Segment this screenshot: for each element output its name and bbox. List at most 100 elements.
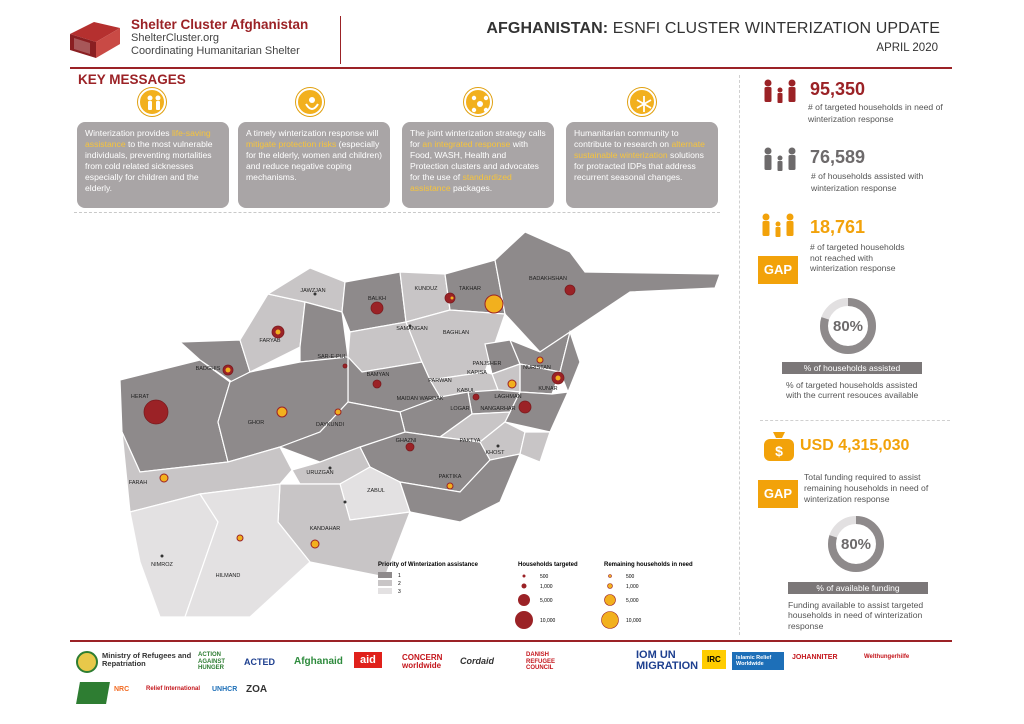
org-website[interactable]: ShelterCluster.org bbox=[131, 32, 220, 44]
legend-priority-title: Priority of Winterization assistance bbox=[378, 562, 479, 568]
key-messages-divider bbox=[74, 212, 720, 213]
family-icon-red bbox=[764, 79, 796, 103]
label-badghis: BADGHIS bbox=[196, 366, 221, 372]
label-kunduz: KUNDUZ bbox=[415, 286, 439, 292]
label-bamyan: BAMYAN bbox=[367, 372, 390, 378]
label-balkh: BALKH bbox=[368, 296, 386, 302]
label-kabul: KABUL bbox=[457, 388, 475, 394]
label-uruzgan: URUZGAN bbox=[306, 470, 333, 476]
svg-text:10,000: 10,000 bbox=[540, 618, 556, 624]
label-logar: LOGAR bbox=[450, 406, 469, 412]
label-nimroz: NIMROZ bbox=[151, 562, 173, 568]
province-kunar bbox=[559, 329, 581, 394]
label-badakhshan: BADAKHSHAN bbox=[529, 276, 567, 282]
org-name: Shelter Cluster Afghanistan bbox=[131, 17, 309, 32]
people-icon bbox=[138, 88, 166, 116]
label-herat: HERAT bbox=[131, 394, 150, 400]
svg-text:3: 3 bbox=[398, 589, 401, 595]
province-badakhshan bbox=[494, 231, 721, 353]
legend-targeted-title: Households targeted bbox=[518, 562, 578, 568]
partner-emblem-icon bbox=[76, 651, 98, 673]
funding-required-value: USD 4,315,030 bbox=[800, 437, 910, 454]
svg-text:500: 500 bbox=[626, 574, 635, 580]
label-takhar: TAKHAR bbox=[459, 286, 481, 292]
funding-required-desc: Total funding required to assist remaini… bbox=[804, 472, 929, 505]
key-message-4: Humanitarian community to contribute to … bbox=[566, 122, 718, 208]
svg-text:5,000: 5,000 bbox=[626, 598, 639, 604]
assisted-households-desc: # of households assisted with winterizat… bbox=[811, 171, 924, 194]
svg-text:10,000: 10,000 bbox=[626, 618, 642, 624]
label-kapisa: KAPISA bbox=[467, 370, 487, 376]
protection-icon bbox=[296, 88, 324, 116]
family-icon-amber bbox=[762, 213, 794, 237]
legend-remaining-title: Remaining households in need bbox=[604, 562, 693, 568]
svg-text:1,000: 1,000 bbox=[540, 584, 553, 590]
partner-afghanaid: Afghanaid bbox=[294, 656, 343, 667]
province-balkh bbox=[341, 271, 407, 333]
report-title: AFGHANISTAN: ESNFI CLUSTER WINTERIZATION… bbox=[486, 20, 940, 37]
province-herat bbox=[119, 359, 231, 473]
label-faryab: FARYAB bbox=[259, 338, 281, 344]
label-parwan: PARWAN bbox=[428, 378, 451, 384]
partner-cordaid: Cordaid bbox=[460, 656, 495, 666]
label-zabul: ZABUL bbox=[367, 488, 385, 494]
family-icon-grey bbox=[764, 147, 796, 171]
svg-text:5,000: 5,000 bbox=[540, 598, 553, 604]
assisted-households-value: 76,589 bbox=[810, 147, 866, 167]
afghanistan-map: JAWZJAN BALKH KUNDUZ TAKHAR BADAKHSHAN F… bbox=[119, 231, 721, 629]
partner-drc: DANISH REFUGEE COUNCIL bbox=[526, 652, 556, 672]
label-daykundi: DAYKUNDI bbox=[316, 422, 344, 428]
assisted-ring-chart: 80% bbox=[820, 298, 876, 354]
gap-households-desc: # of targeted households not reached wit… bbox=[810, 242, 905, 274]
key-message-3: The joint winterization strategy calls f… bbox=[402, 122, 554, 208]
funding-pct-text: 80% bbox=[841, 536, 871, 553]
money-bag-icon: $ bbox=[764, 432, 794, 461]
label-samangan: SAMANGAN bbox=[396, 326, 428, 332]
partner-zoa: ZOA bbox=[246, 684, 268, 695]
integration-icon bbox=[464, 88, 492, 116]
snowflake-icon bbox=[628, 88, 656, 116]
label-baghlan: BAGHLAN bbox=[443, 330, 469, 336]
assisted-pct-text: 80% bbox=[833, 318, 863, 335]
partner-nrc: NRC bbox=[114, 686, 130, 693]
funding-pct-bar: % of available funding bbox=[788, 582, 928, 594]
funding-ring-chart: 80% bbox=[828, 516, 884, 572]
right-divider bbox=[760, 420, 950, 421]
partner-islamic-relief: Islamic Relief Worldwide bbox=[732, 652, 784, 671]
province-paktika bbox=[399, 453, 521, 523]
report-date: APRIL 2020 bbox=[876, 42, 938, 54]
svg-text:1: 1 bbox=[398, 573, 401, 579]
key-message-1: Winterization provides life-saving assis… bbox=[77, 122, 229, 208]
partner-aid: aid bbox=[354, 652, 382, 668]
partner-relief-international: Relief International bbox=[146, 686, 201, 692]
svg-text:500: 500 bbox=[540, 574, 549, 580]
targeted-households-desc: # of targeted households in need of wint… bbox=[808, 102, 943, 125]
label-ghor: GHOR bbox=[248, 420, 265, 426]
label-jawzjan: JAWZJAN bbox=[300, 288, 325, 294]
targeted-households-value: 95,350 bbox=[810, 79, 866, 99]
label-sar-e-pul: SAR-E-PUL bbox=[317, 354, 346, 360]
label-nuristan: NURISTAN bbox=[523, 365, 551, 371]
label-hilmand: HILMAND bbox=[216, 573, 241, 579]
partner-irc: IRC bbox=[702, 650, 726, 669]
funding-gap-badge: GAP bbox=[758, 480, 798, 508]
gap-badge: GAP bbox=[758, 256, 798, 284]
top-rule bbox=[70, 67, 952, 69]
label-panjsher: PANJSHER bbox=[473, 361, 502, 367]
partner-unhcr: UNHCR bbox=[212, 686, 238, 693]
partner-nrc-emblem-icon bbox=[76, 682, 110, 704]
partner-welthungerhilfe: Welthungerhilfe bbox=[864, 654, 910, 660]
gap-households-value: 18,761 bbox=[810, 217, 866, 237]
svg-text:1,000: 1,000 bbox=[626, 584, 639, 590]
org-tagline: Coordinating Humanitarian Shelter bbox=[131, 45, 300, 57]
province-khost bbox=[519, 431, 551, 463]
key-messages-title: KEY MESSAGES bbox=[78, 72, 186, 87]
bottom-rule bbox=[70, 640, 952, 642]
label-kandahar: KANDAHAR bbox=[310, 526, 341, 532]
label-laghman: LAGHMAN bbox=[494, 394, 521, 400]
partner-iom: IOM UN MIGRATION bbox=[636, 649, 699, 672]
label-farah: FARAH bbox=[129, 480, 147, 486]
partner-acted: ACTED bbox=[244, 657, 275, 667]
label-khost: KHOST bbox=[486, 450, 506, 456]
assisted-pct-bar: % of households assisted bbox=[782, 362, 922, 374]
